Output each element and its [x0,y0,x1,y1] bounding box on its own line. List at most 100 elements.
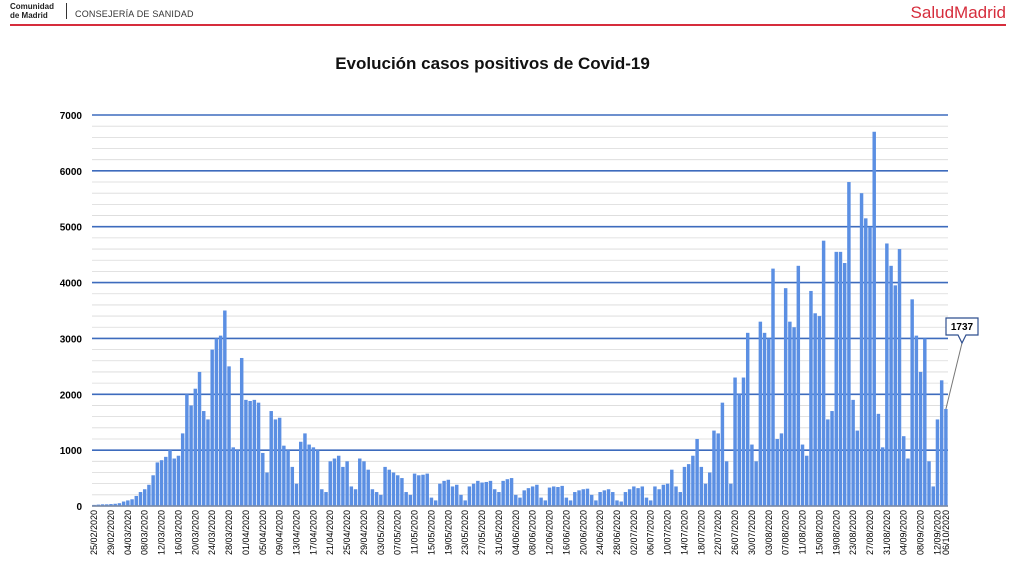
bar [691,455,695,506]
x-tick-label: 23/05/2020 [460,510,470,555]
bar [307,444,311,506]
bar [341,466,345,506]
bar [425,473,429,506]
bar [547,487,552,506]
bar [826,419,830,506]
department-name: CONSEJERÍA DE SANIDAD [75,9,194,19]
x-tick-label: 29/04/2020 [359,510,369,555]
bar [657,489,661,506]
bar [218,335,223,506]
bar [105,504,109,506]
bar [842,263,847,506]
bar [412,473,417,506]
bar [514,494,518,506]
bar [539,497,543,506]
bar [522,490,526,506]
x-axis-ticks: 25/02/2020 29/02/2020 04/03/2020 08/03/2020… [89,510,951,555]
bar [939,380,944,506]
x-tick-label: 08/06/2020 [528,510,538,555]
x-tick-label: 22/07/2020 [713,510,723,555]
bar [783,288,788,506]
bar [501,480,505,506]
bar [568,500,573,506]
bar [282,445,286,506]
bar [252,399,257,506]
bar [716,433,720,506]
bar [362,461,366,506]
bar [589,494,594,506]
y-tick-label: 7000 [60,111,83,122]
bar [476,480,480,506]
bar [661,484,666,506]
bar [299,441,303,506]
bar [893,285,898,506]
bar [771,268,775,506]
bar [290,466,295,506]
bar [906,458,910,506]
bar [767,338,771,506]
bar [944,408,948,506]
bar [277,417,282,506]
bar [585,488,590,506]
bar [927,461,931,506]
bar [914,335,919,506]
bar [902,436,906,506]
bar [155,462,160,506]
salud-madrid-brand: SaludMadrid [910,3,1006,22]
x-tick-label: 03/08/2020 [764,510,774,555]
bar [159,460,164,506]
x-tick-label: 31/05/2020 [494,510,504,555]
x-tick-label: 24/06/2020 [595,510,605,555]
x-tick-label: 07/05/2020 [393,510,403,555]
chart-title: Evolución casos positivos de Covid-19 [335,54,650,73]
page-header: Comunidad de Madrid CONSEJERÍA DE SANIDA… [0,0,1024,28]
bar [720,402,725,506]
bar [336,455,341,506]
bar [459,494,463,506]
bar [442,480,446,506]
bar [176,455,181,506]
bar [168,450,172,506]
logo-line-2: de Madrid [10,11,48,20]
bar [488,480,493,506]
y-axis-ticks: 0 1000 2000 3000 4000 5000 6000 7000 [60,111,83,513]
bar [239,357,244,506]
bar [800,444,805,506]
bar [606,489,611,506]
bar [320,489,324,506]
bar [724,461,729,506]
bar [138,492,143,506]
bar [543,500,548,506]
y-tick-label: 3000 [60,334,83,345]
x-tick-label: 03/05/2020 [376,510,386,555]
bar [134,495,139,506]
callout-box [945,317,979,345]
bar [509,478,514,506]
bar [910,299,914,506]
bar [92,504,96,506]
bar [429,497,434,506]
bar [847,182,851,506]
bar [518,497,522,506]
bar [202,411,206,506]
bar [404,492,408,506]
bar [121,501,126,506]
bar [223,310,227,506]
bar [741,377,746,506]
x-tick-label: 26/07/2020 [730,510,740,555]
x-tick-label: 23/08/2020 [848,510,858,555]
bar [733,377,737,506]
bar [328,461,332,506]
bar [838,251,843,506]
bar [353,489,358,506]
bar [817,316,822,506]
bar [117,503,122,506]
bar [864,218,868,506]
x-tick-label: 19/08/2020 [831,510,841,555]
bar [193,388,198,506]
bar [686,464,691,506]
x-tick-label: 05/04/2020 [258,510,268,555]
bar [923,338,927,506]
bar [627,489,632,506]
